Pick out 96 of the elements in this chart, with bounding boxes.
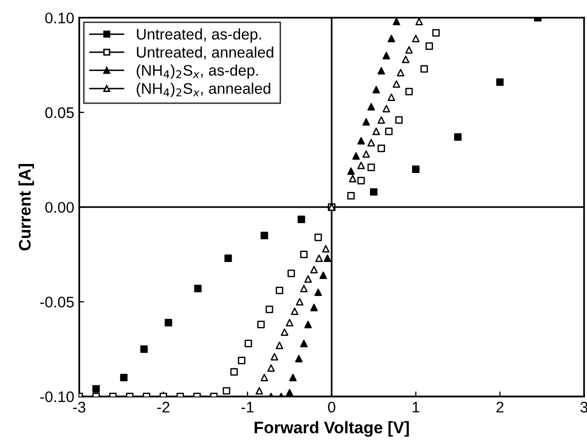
point [347,167,355,175]
point [496,78,504,86]
point [347,192,355,200]
point [357,176,365,184]
legend-label: Untreated, annealed [136,46,274,60]
point [256,387,264,395]
point [402,56,410,64]
point [382,104,390,112]
point [290,308,298,315]
point [352,152,360,160]
point [348,174,356,182]
point [388,94,396,101]
point [320,272,327,280]
point [286,318,294,326]
point [164,318,172,326]
point [289,374,297,382]
point [260,232,268,240]
point [412,34,420,42]
legend-label: (NH$_{4}$)$_{2}$S$_{x}$, as-dep. [136,64,258,79]
point [140,345,148,353]
y-tick-label: 0.10 [45,12,74,24]
point [194,284,202,292]
point [372,86,380,94]
point [405,46,413,54]
point [392,80,400,88]
x-tick-label: -2 [157,402,170,412]
point [378,116,386,124]
legend-label: Untreated, as-dep. [136,28,261,43]
point [300,284,308,292]
point [367,103,375,110]
point [420,65,428,73]
point [382,52,390,60]
point [315,254,323,262]
point [260,374,268,382]
point [276,286,284,294]
point [286,388,294,396]
point [257,320,265,328]
point [362,150,370,158]
x-tick-label: -1 [241,402,254,412]
point [395,116,403,124]
point [300,340,308,348]
point [270,352,278,360]
point [322,245,330,252]
point [388,34,396,42]
point [276,342,284,350]
point [357,137,365,145]
y-tick-label: -0.05 [40,296,74,308]
x-tick-label: 0 [328,402,336,413]
x-tick-label: 1 [412,402,420,412]
point [267,364,275,372]
point [367,164,375,172]
point [298,216,306,224]
point [314,288,322,296]
point [120,374,128,382]
point [385,128,393,136]
y-tick-label: 0.05 [45,107,74,118]
point [296,298,304,306]
point [238,356,246,364]
legend-label: (NH$_{4}$)$_{2}$S$_{x}$, annealed [136,82,270,97]
point [432,29,440,37]
point [230,368,238,376]
point [288,270,295,278]
point [454,133,462,141]
y-axis-title: Current [A] [18,164,34,250]
point [295,354,303,362]
point [412,165,420,173]
point [222,387,230,395]
point [314,234,322,242]
x-axis-title: Forward Voltage [V] [254,421,409,437]
x-tick-label: -3 [73,402,86,413]
point [310,266,318,274]
point [396,68,404,76]
x-tick-label: 2 [496,402,504,412]
point [426,42,433,50]
point [370,188,378,196]
point [405,88,413,96]
point [244,340,252,348]
point [280,328,288,336]
point [300,250,308,258]
point [362,118,370,126]
point [304,275,312,283]
point [378,67,386,74]
point [324,254,332,262]
point [372,128,380,136]
point [378,144,386,152]
point [224,254,232,262]
point [415,18,423,26]
point [310,304,318,312]
point [357,162,365,170]
point [367,138,375,146]
point [304,320,312,328]
point [92,385,100,393]
point [392,18,400,26]
y-tick-label: 0.00 [45,202,74,213]
y-tick-label: -0.10 [40,391,74,402]
point [266,306,274,314]
